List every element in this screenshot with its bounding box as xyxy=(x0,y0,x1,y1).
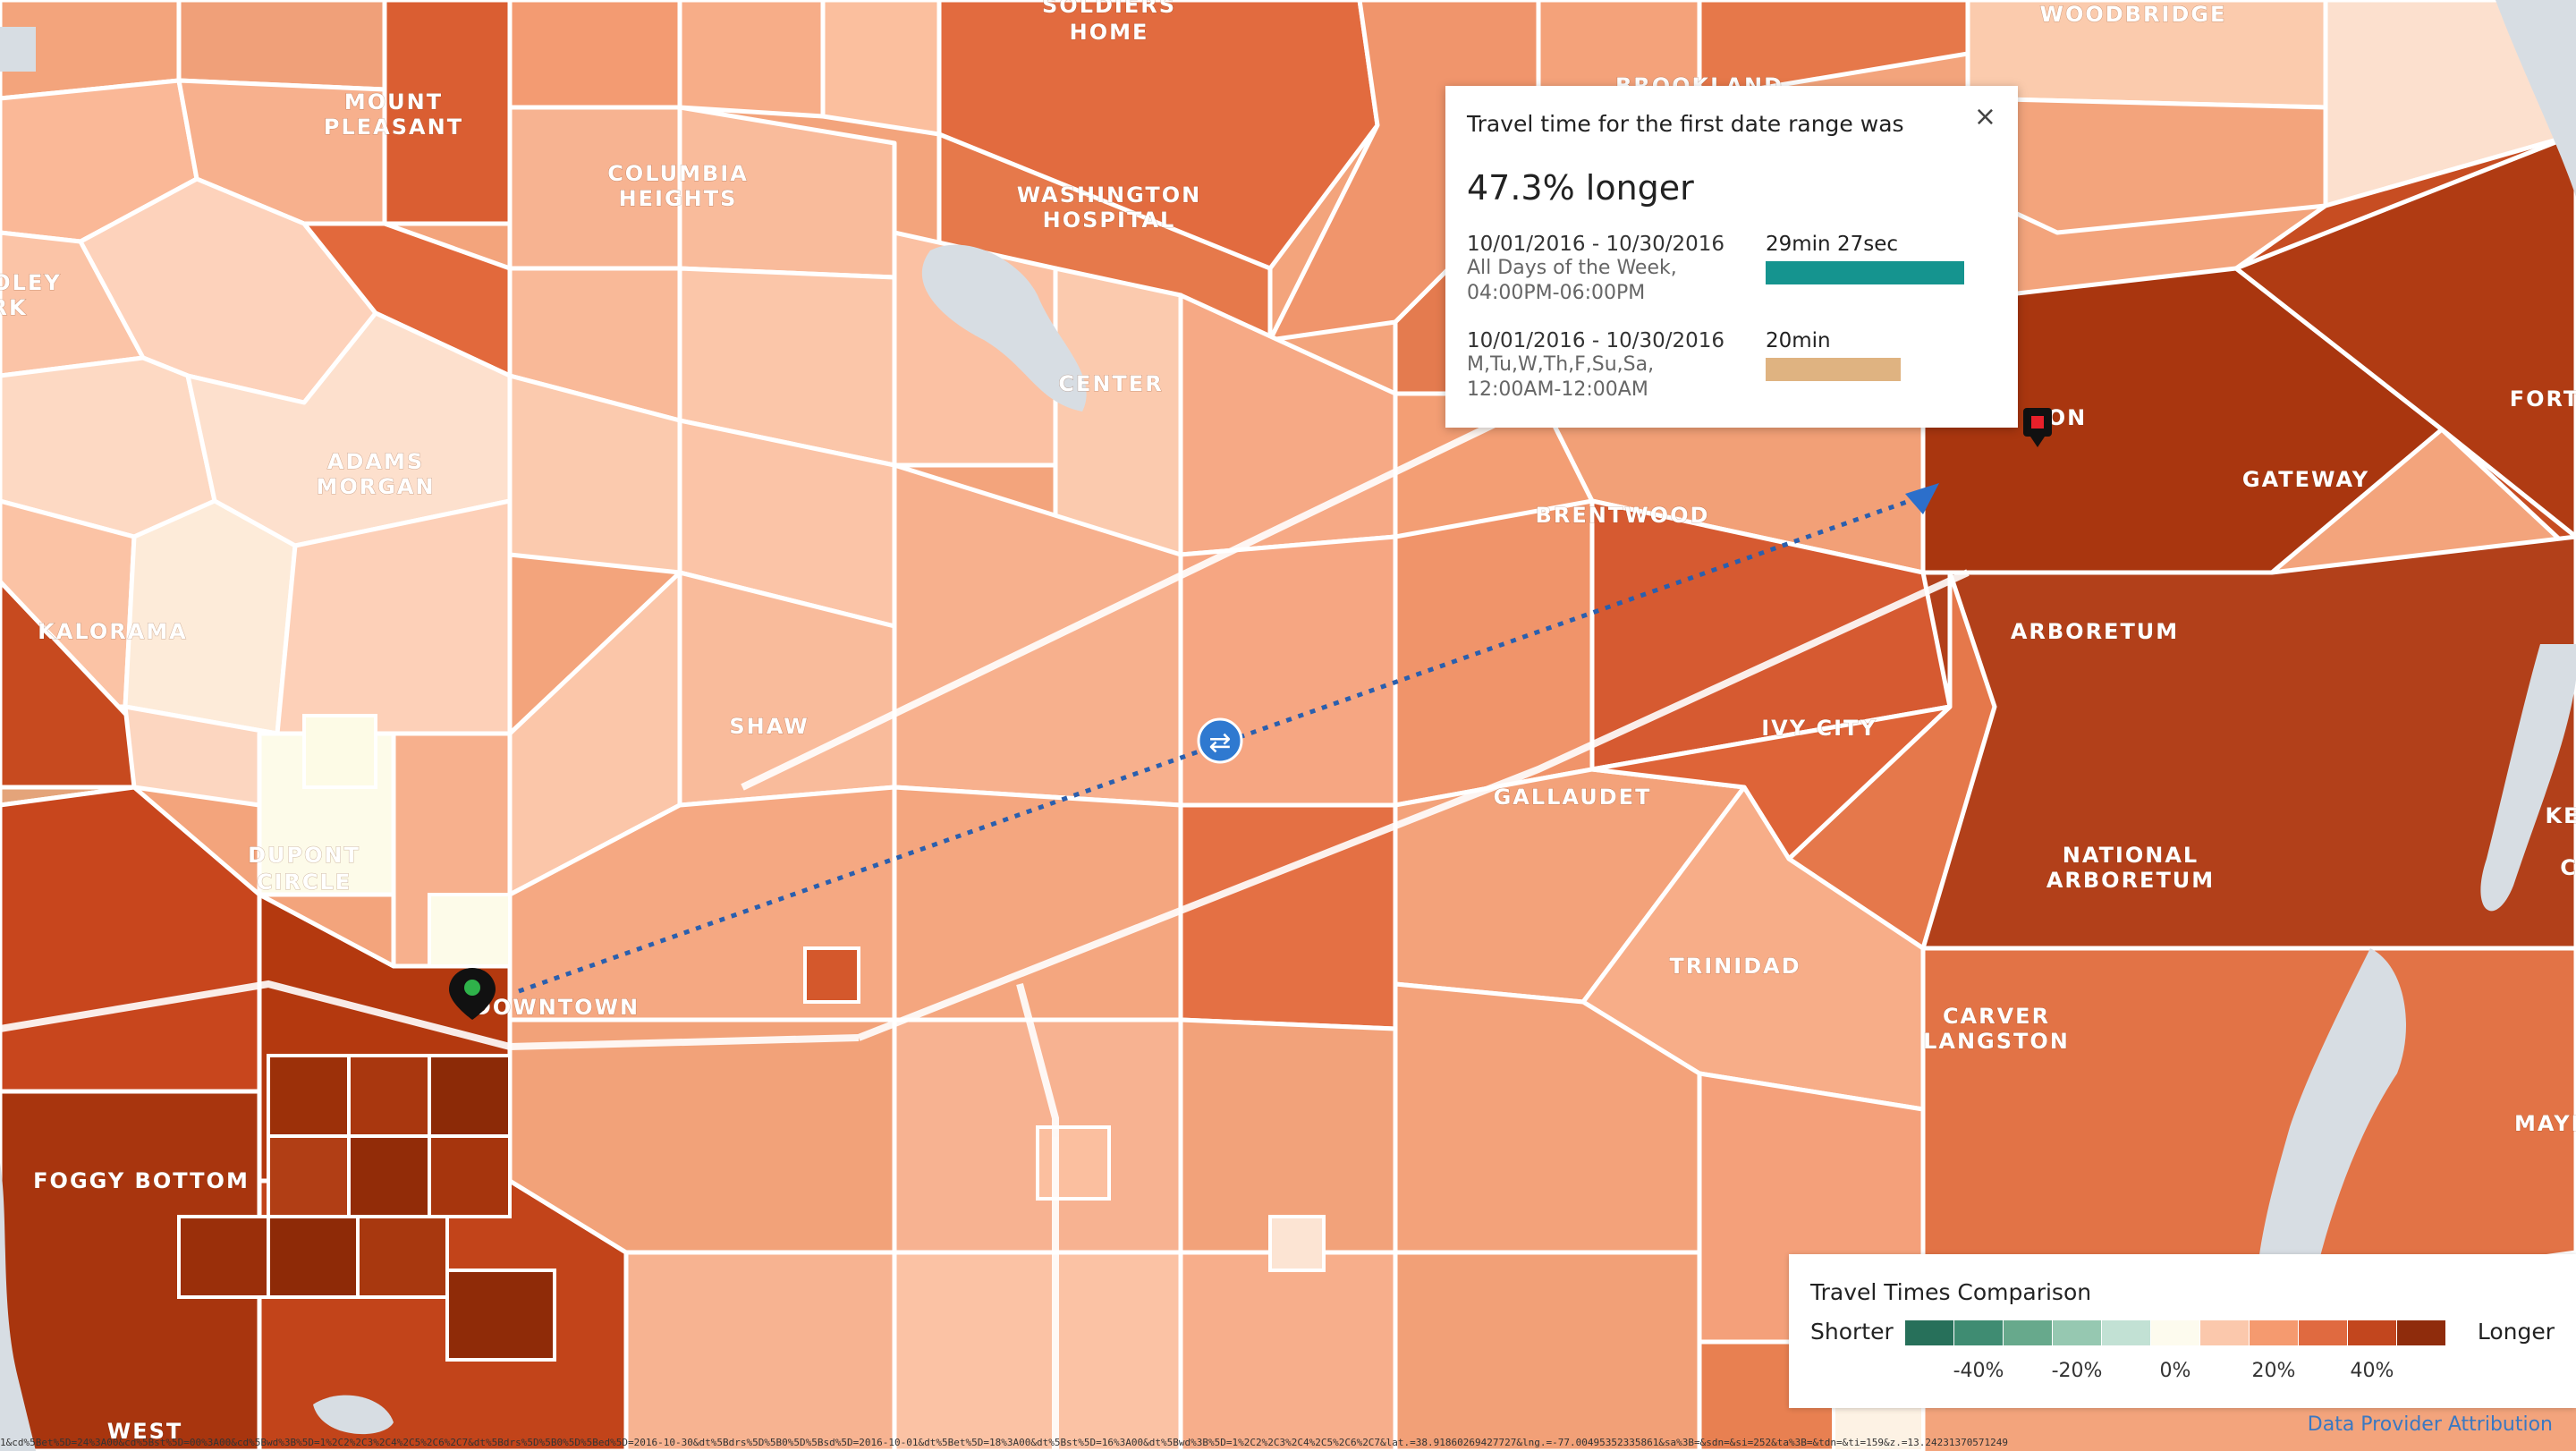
label-brentwood: BRENTWOOD xyxy=(1536,503,1710,528)
legend-swatch xyxy=(2348,1320,2396,1345)
label-arboretum2: ARBORETUM xyxy=(2046,868,2215,893)
legend-swatch xyxy=(2151,1320,2199,1345)
row-1-bar xyxy=(1766,261,1964,284)
swap-glyph: ⇄ xyxy=(1208,727,1231,759)
label-carver: CARVER xyxy=(1943,1004,2050,1029)
url-text: 1&cd%5Bet%5D=24%3A00&cd%5Bst%5D=00%3A00&… xyxy=(0,1437,2009,1448)
label-c: C xyxy=(2560,855,2576,880)
legend-panel: Travel Times Comparison Shorter Longer -… xyxy=(1789,1254,2576,1408)
row-2-range: 10/01/2016 - 10/30/2016 xyxy=(1467,329,1725,352)
label-heights: HEIGHTS xyxy=(619,186,738,211)
label-rk: RK xyxy=(0,295,28,320)
label-dupont: DUPONT xyxy=(248,843,360,868)
legend-tick: -20% xyxy=(2051,1360,2103,1382)
label-columbia: COLUMBIA xyxy=(607,161,749,186)
legend-swatches xyxy=(1905,1320,2446,1345)
label-downtown: DOWNTOWN xyxy=(473,995,640,1020)
row-1-range: 10/01/2016 - 10/30/2016 xyxy=(1467,233,1725,256)
legend-swatch xyxy=(1905,1320,1953,1345)
label-langston: LANGSTON xyxy=(1923,1029,2070,1054)
label-washington: WASHINGTON xyxy=(1017,182,1202,208)
label-woodbridge: WOODBRIDGE xyxy=(2040,2,2227,27)
legend-swatch xyxy=(2200,1320,2249,1345)
label-trinidad: TRINIDAD xyxy=(1669,954,1801,979)
row-2-sub: M,Tu,W,Th,F,Su,Sa, 12:00AM-12:00AM xyxy=(1467,353,1655,401)
label-arboretum: ARBORETUM xyxy=(2011,619,2179,644)
legend-swatch xyxy=(2102,1320,2150,1345)
row-2-bar xyxy=(1766,358,1901,381)
row-1-value: 29min 27sec xyxy=(1766,233,1898,256)
legend-swatch xyxy=(2053,1320,2101,1345)
label-center: CENTER xyxy=(1058,371,1163,396)
legend-swatch xyxy=(2250,1320,2298,1345)
popup-headline: 47.3% longer xyxy=(1467,168,1694,208)
travel-time-popup: Travel time for the first date range was… xyxy=(1445,86,2018,428)
legend-swatch xyxy=(2299,1320,2347,1345)
popup-row-1: 10/01/2016 - 10/30/2016 All Days of the … xyxy=(1467,233,2004,306)
legend-tick: -40% xyxy=(1953,1360,2004,1382)
label-west: WEST xyxy=(107,1419,183,1444)
label-ke: KE xyxy=(2546,803,2576,828)
map-pin-red-icon[interactable] xyxy=(2023,408,2052,447)
label-circle: CIRCLE xyxy=(257,870,352,895)
label-shaw: SHAW xyxy=(729,714,809,739)
legend-longer: Longer xyxy=(2477,1319,2555,1345)
route-arrow-icon xyxy=(1905,483,1939,514)
label-adams: ADAMS xyxy=(327,449,424,474)
swap-icon[interactable]: ⇄ xyxy=(1197,717,1243,764)
label-foggy: FOGGY BOTTOM xyxy=(33,1168,250,1193)
legend-tick: 0% xyxy=(2159,1360,2191,1382)
label-national: NATIONAL xyxy=(2063,843,2199,868)
label-gateway: GATEWAY xyxy=(2242,467,2369,492)
label-hospital: HOSPITAL xyxy=(1043,208,1176,233)
label-mount: MOUNT xyxy=(344,89,443,115)
row-2-value: 20min xyxy=(1766,329,1831,352)
legend-shorter: Shorter xyxy=(1810,1319,1894,1345)
label-kalorama: KALORAMA xyxy=(38,619,188,644)
label-ivycity: IVY CITY xyxy=(1761,716,1877,741)
label-home: HOME xyxy=(1070,20,1149,45)
legend-swatch xyxy=(2397,1320,2445,1345)
label-soldiers: SOLDIERS xyxy=(1042,0,1176,18)
popup-row-2: 10/01/2016 - 10/30/2016 M,Tu,W,Th,F,Su,S… xyxy=(1467,329,2004,403)
legend-swatch xyxy=(2004,1320,2052,1345)
map-pin-green-icon[interactable] xyxy=(449,968,496,1020)
label-mayf: MAYF xyxy=(2514,1111,2576,1136)
popup-title: Travel time for the first date range was xyxy=(1467,111,1904,137)
row-1-sub: All Days of the Week, 04:00PM-06:00PM xyxy=(1467,257,1677,304)
attribution-link[interactable]: Data Provider Attribution xyxy=(2307,1413,2553,1436)
label-oley: OLEY xyxy=(0,270,62,295)
legend-title: Travel Times Comparison xyxy=(1810,1279,2092,1305)
label-pleasant: PLEASANT xyxy=(324,115,463,140)
legend-tick: 20% xyxy=(2251,1360,2296,1382)
label-fort: FORT xyxy=(2510,386,2576,412)
label-gallaudet: GALLAUDET xyxy=(1494,785,1652,810)
legend-swatch xyxy=(1954,1320,2003,1345)
close-icon[interactable]: × xyxy=(1973,101,1996,132)
label-morgan: MORGAN xyxy=(316,474,435,499)
legend-tick: 40% xyxy=(2350,1360,2394,1382)
